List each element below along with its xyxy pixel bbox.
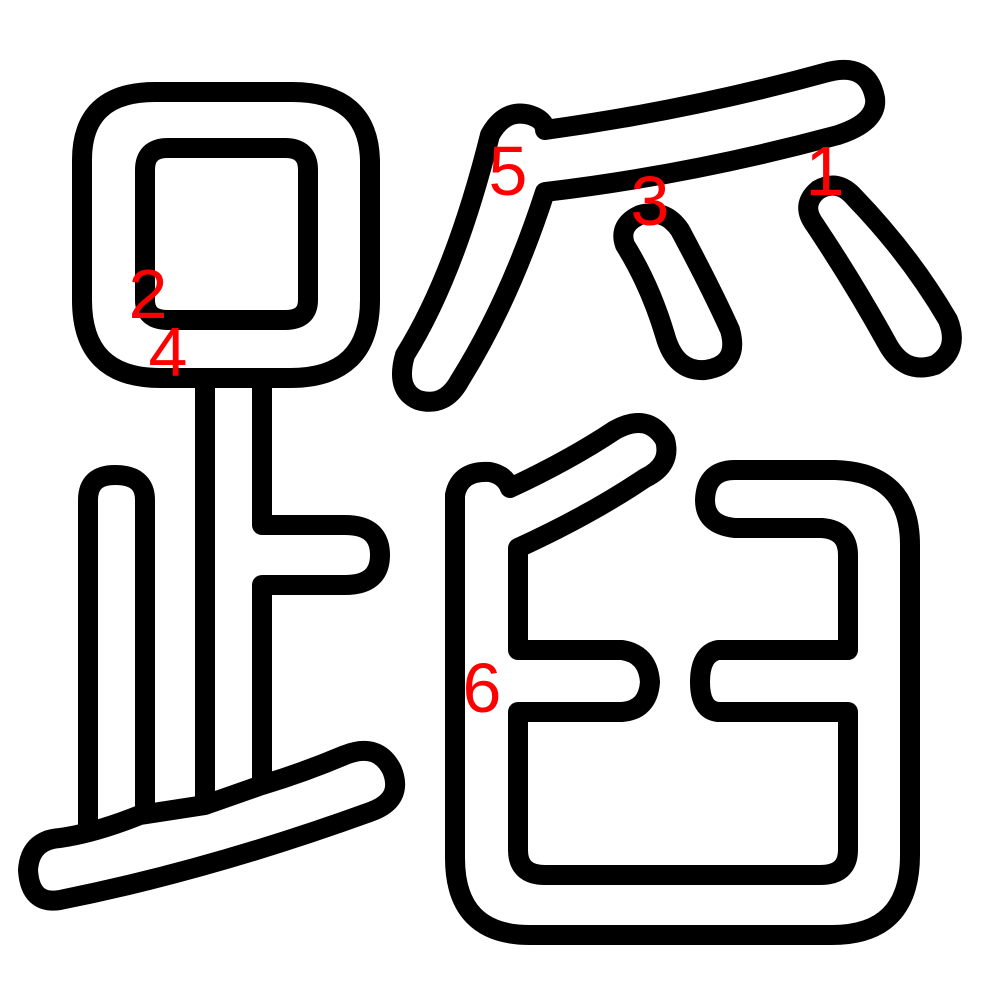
- mouth-box-outline: [72, 82, 380, 388]
- stroke-number-6: 6: [463, 649, 502, 727]
- stroke-number-2: 2: [129, 255, 168, 333]
- bottom-rising-stroke-outline: [18, 741, 406, 911]
- stroke-number-1: 1: [806, 132, 845, 210]
- middle-dot-stroke-outline: [613, 203, 743, 381]
- stroke-number-4: 4: [149, 313, 188, 391]
- left-vertical-stroke-outline: [78, 465, 155, 845]
- top-sweep-stroke-outline: [392, 59, 886, 412]
- right-falling-stroke-outline: [798, 175, 962, 378]
- stem-stroke-outline: [195, 368, 390, 815]
- stroke-number-5: 5: [489, 132, 528, 210]
- bottom-enclosure-outline: [445, 413, 920, 945]
- stroke-number-3: 3: [631, 162, 670, 240]
